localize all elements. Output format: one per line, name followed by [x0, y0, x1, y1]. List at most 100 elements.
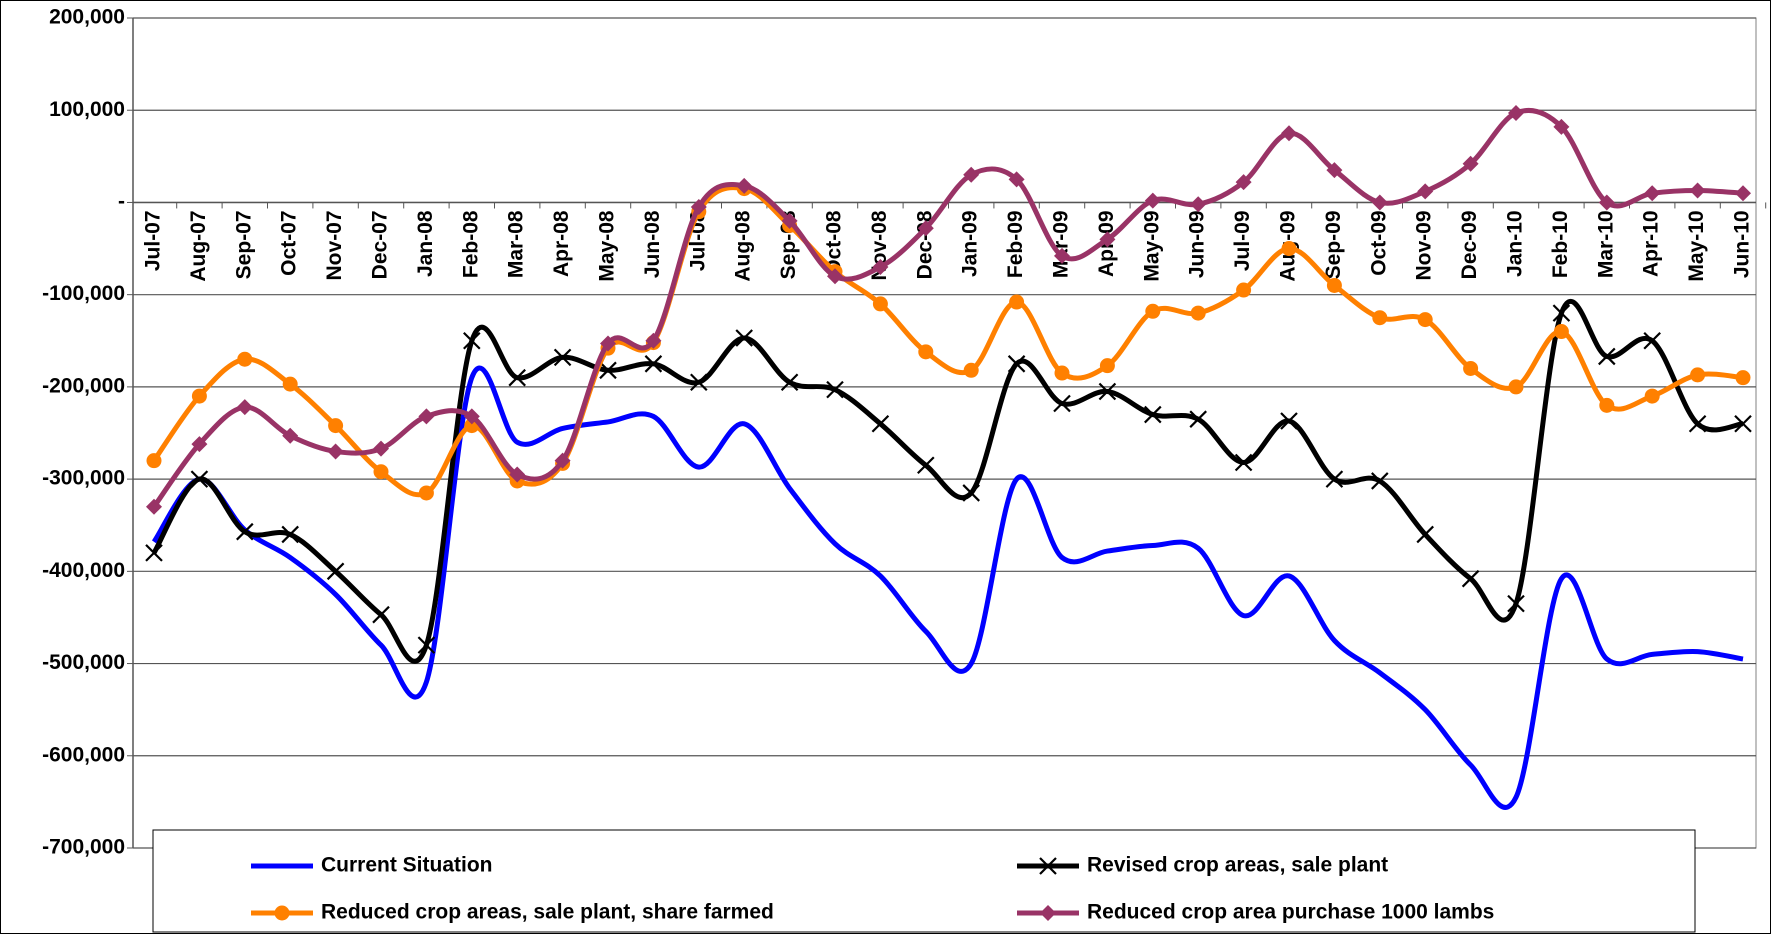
data-point: [145, 544, 163, 562]
x-tick-label: May-08: [596, 210, 619, 282]
data-point: [1054, 247, 1070, 264]
data-point: [191, 436, 208, 453]
marker-x: [1039, 857, 1057, 875]
x-tick-label: Nov-07: [323, 210, 346, 280]
marker-x: [236, 522, 254, 541]
data-point: [1053, 394, 1071, 413]
data-point: [736, 177, 753, 194]
data-point: [1008, 171, 1025, 188]
y-tick-label: -500,000: [42, 651, 125, 674]
data-point: [373, 440, 389, 457]
legend-label: Current Situation: [321, 854, 493, 877]
data-point: [735, 329, 753, 347]
legend-box: [152, 829, 1696, 933]
marker-x: [962, 484, 980, 502]
data-point: [917, 220, 934, 237]
x-tick-label: Oct-08: [823, 210, 846, 276]
x-tick-label: Oct-09: [1367, 210, 1390, 275]
marker-x: [1007, 355, 1026, 373]
data-point: [1099, 231, 1116, 248]
marker-x: [417, 636, 436, 654]
data-point: [1690, 367, 1706, 383]
data-point: [1144, 192, 1161, 209]
marker-x: [145, 544, 163, 562]
x-tick-label: Sep-09: [1322, 210, 1345, 279]
data-point: [554, 452, 571, 469]
data-point: [872, 296, 888, 312]
data-point: [1007, 355, 1026, 373]
y-tick-label: -100,000: [42, 282, 125, 305]
data-point: [373, 464, 389, 480]
marker-x: [599, 361, 617, 380]
plot-area: [132, 17, 1757, 849]
x-tick-label: Jan-10: [1504, 210, 1527, 277]
data-point: [1281, 241, 1297, 257]
y-tick-label: -400,000: [42, 559, 125, 582]
data-point: [963, 362, 979, 378]
marker-x: [1371, 472, 1389, 490]
x-tick-label: Jan-09: [959, 210, 982, 277]
data-point: [1190, 305, 1206, 321]
x-tick-label: Aug-07: [187, 210, 210, 281]
data-point: [417, 636, 436, 654]
data-point: [327, 443, 344, 460]
marker-x: [553, 348, 572, 367]
data-point: [463, 408, 480, 425]
marker-x: [1643, 332, 1661, 350]
data-point: [282, 376, 298, 392]
marker-x: [1189, 410, 1207, 428]
marker-x: [1598, 347, 1616, 366]
x-tick-label: Jul-09: [1231, 210, 1254, 271]
data-point: [599, 361, 617, 380]
data-point: [1326, 277, 1342, 293]
marker-x: [1098, 382, 1117, 401]
marker-x: [1416, 525, 1434, 544]
data-point: [872, 259, 889, 275]
x-tick-label: Feb-10: [1549, 210, 1572, 278]
data-point: [146, 453, 162, 469]
y-tick-label: -600,000: [42, 743, 125, 766]
marker-x: [1688, 415, 1707, 433]
data-point: [1009, 294, 1025, 310]
data-point: [1234, 453, 1253, 472]
data-point: [1644, 388, 1660, 404]
marker-x: [281, 525, 299, 544]
data-point: [236, 522, 254, 541]
data-point: [418, 485, 434, 501]
data-point: [1099, 358, 1115, 374]
data-point: [1145, 303, 1161, 319]
data-point: [962, 484, 980, 502]
data-point: [1644, 185, 1661, 202]
data-point: [871, 415, 890, 433]
x-tick-label: Dec-09: [1458, 210, 1481, 279]
marker-x: [1144, 405, 1162, 424]
data-point: [690, 373, 708, 392]
x-tick-label: Sep-07: [232, 210, 255, 279]
marker-x: [372, 605, 390, 624]
data-point: [190, 470, 209, 488]
marker-x: [1325, 470, 1344, 488]
data-point: [827, 268, 843, 285]
data-point: [1098, 382, 1117, 401]
data-point: [1734, 415, 1752, 433]
data-point: [1735, 370, 1751, 386]
marker-x: [1461, 569, 1480, 588]
y-tick-label: 200,000: [49, 6, 125, 29]
marker-x: [871, 415, 890, 433]
x-tick-label: May-09: [1140, 210, 1163, 281]
x-tick-label: May-10: [1685, 210, 1708, 281]
data-point: [1688, 415, 1707, 433]
data-point: [1553, 324, 1569, 340]
data-point: [508, 368, 526, 387]
data-point: [1416, 525, 1434, 544]
data-point: [963, 166, 980, 183]
data-point: [780, 373, 799, 392]
marker-x: [1280, 412, 1298, 430]
data-point: [1417, 312, 1433, 328]
x-tick-label: Jul-07: [142, 210, 165, 271]
data-point: [1508, 104, 1524, 121]
data-point: [1372, 310, 1388, 326]
data-point: [1054, 365, 1070, 381]
x-tick-label: Mar-09: [1050, 210, 1073, 278]
